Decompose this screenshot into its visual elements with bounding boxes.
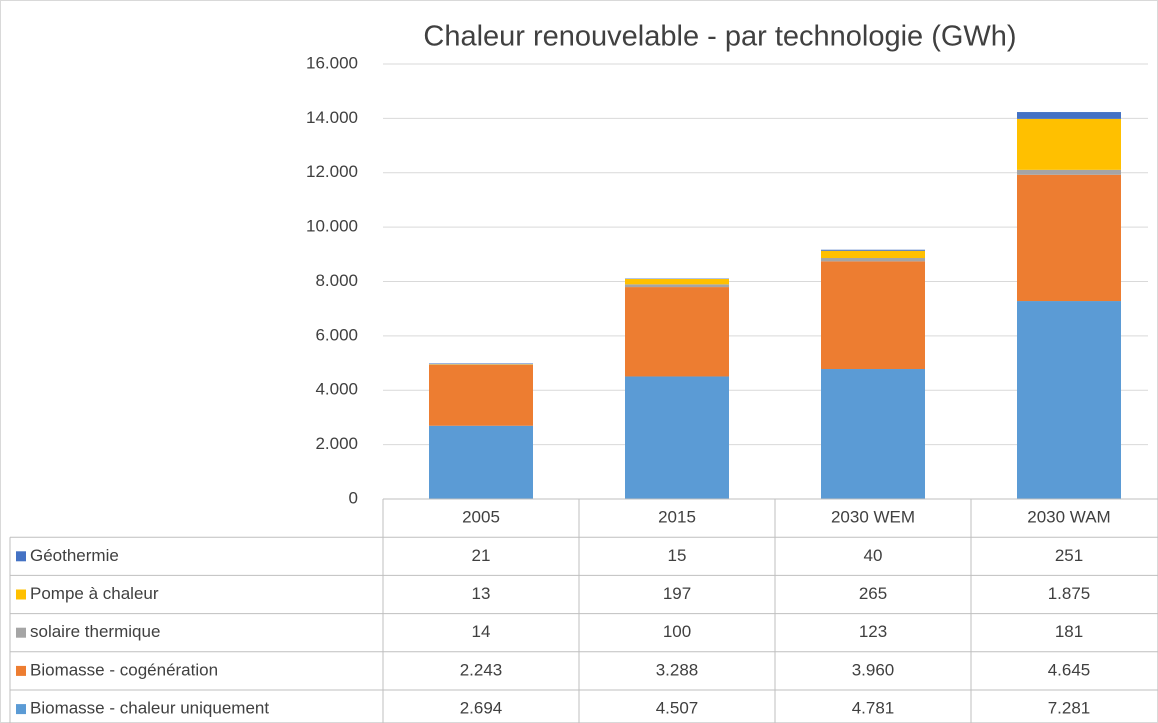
bar-segment — [821, 249, 925, 251]
y-tick-label: 12.000 — [306, 162, 358, 181]
legend-swatch — [16, 551, 26, 562]
table-value: 7.281 — [1048, 699, 1091, 718]
legend-swatch — [16, 627, 26, 638]
bar-segment — [1017, 174, 1121, 302]
bar-segment — [429, 363, 533, 365]
table-value: 265 — [859, 584, 887, 603]
table-value: 14 — [472, 622, 491, 641]
bar-segment — [821, 369, 925, 499]
table-value: 40 — [864, 546, 883, 565]
y-tick-label: 4.000 — [315, 380, 358, 399]
bar-segment — [1017, 112, 1121, 119]
legend-label: Géothermie — [30, 546, 119, 565]
y-tick-label: 16.000 — [306, 53, 358, 72]
bar-segment — [1017, 301, 1121, 499]
table-value: 13 — [472, 584, 491, 603]
table-value: 181 — [1055, 622, 1083, 641]
legend-label: Biomasse - cogénération — [30, 660, 218, 679]
bar-segment — [625, 278, 729, 285]
bar-segment — [429, 425, 533, 499]
bar-segment — [429, 364, 533, 426]
x-tick-label: 2030 WEM — [831, 508, 915, 527]
y-tick-label: 0 — [349, 488, 358, 507]
legend-label: Biomasse - chaleur uniquement — [30, 699, 269, 718]
bar-segment — [1017, 118, 1121, 170]
y-tick-label: 10.000 — [306, 217, 358, 236]
y-tick-label: 2.000 — [315, 434, 358, 453]
table-value: 4.645 — [1048, 660, 1091, 679]
x-tick-label: 2015 — [658, 508, 696, 527]
table-value: 4.507 — [656, 699, 699, 718]
bar-segment — [625, 284, 729, 288]
legend-swatch — [16, 665, 26, 676]
bar-segment — [821, 250, 925, 259]
bar-segment — [821, 261, 925, 370]
legend-swatch — [16, 704, 26, 715]
bar-segment — [625, 376, 729, 499]
y-tick-label: 8.000 — [315, 271, 358, 290]
y-tick-label: 6.000 — [315, 325, 358, 344]
table-value: 100 — [663, 622, 691, 641]
legend-swatch — [16, 589, 26, 600]
x-tick-label: 2005 — [462, 508, 500, 527]
bar-segment — [625, 287, 729, 377]
table-value: 1.875 — [1048, 584, 1091, 603]
y-tick-label: 14.000 — [306, 108, 358, 127]
legend-label: solaire thermique — [30, 622, 160, 641]
legend-label: Pompe à chaleur — [30, 584, 159, 603]
table-value: 3.288 — [656, 660, 699, 679]
bar-segment — [1017, 169, 1121, 175]
table-value: 197 — [663, 584, 691, 603]
bar-segment — [821, 258, 925, 262]
table-value: 251 — [1055, 546, 1083, 565]
table-value: 21 — [472, 546, 491, 565]
table-value: 2.694 — [460, 699, 503, 718]
chart-title: Chaleur renouvelable - par technologie (… — [423, 21, 1016, 53]
table-value: 3.960 — [852, 660, 895, 679]
table-value: 4.781 — [852, 699, 895, 718]
table-value: 15 — [668, 546, 687, 565]
x-tick-label: 2030 WAM — [1027, 508, 1110, 527]
table-value: 2.243 — [460, 660, 503, 679]
table-value: 123 — [859, 622, 887, 641]
